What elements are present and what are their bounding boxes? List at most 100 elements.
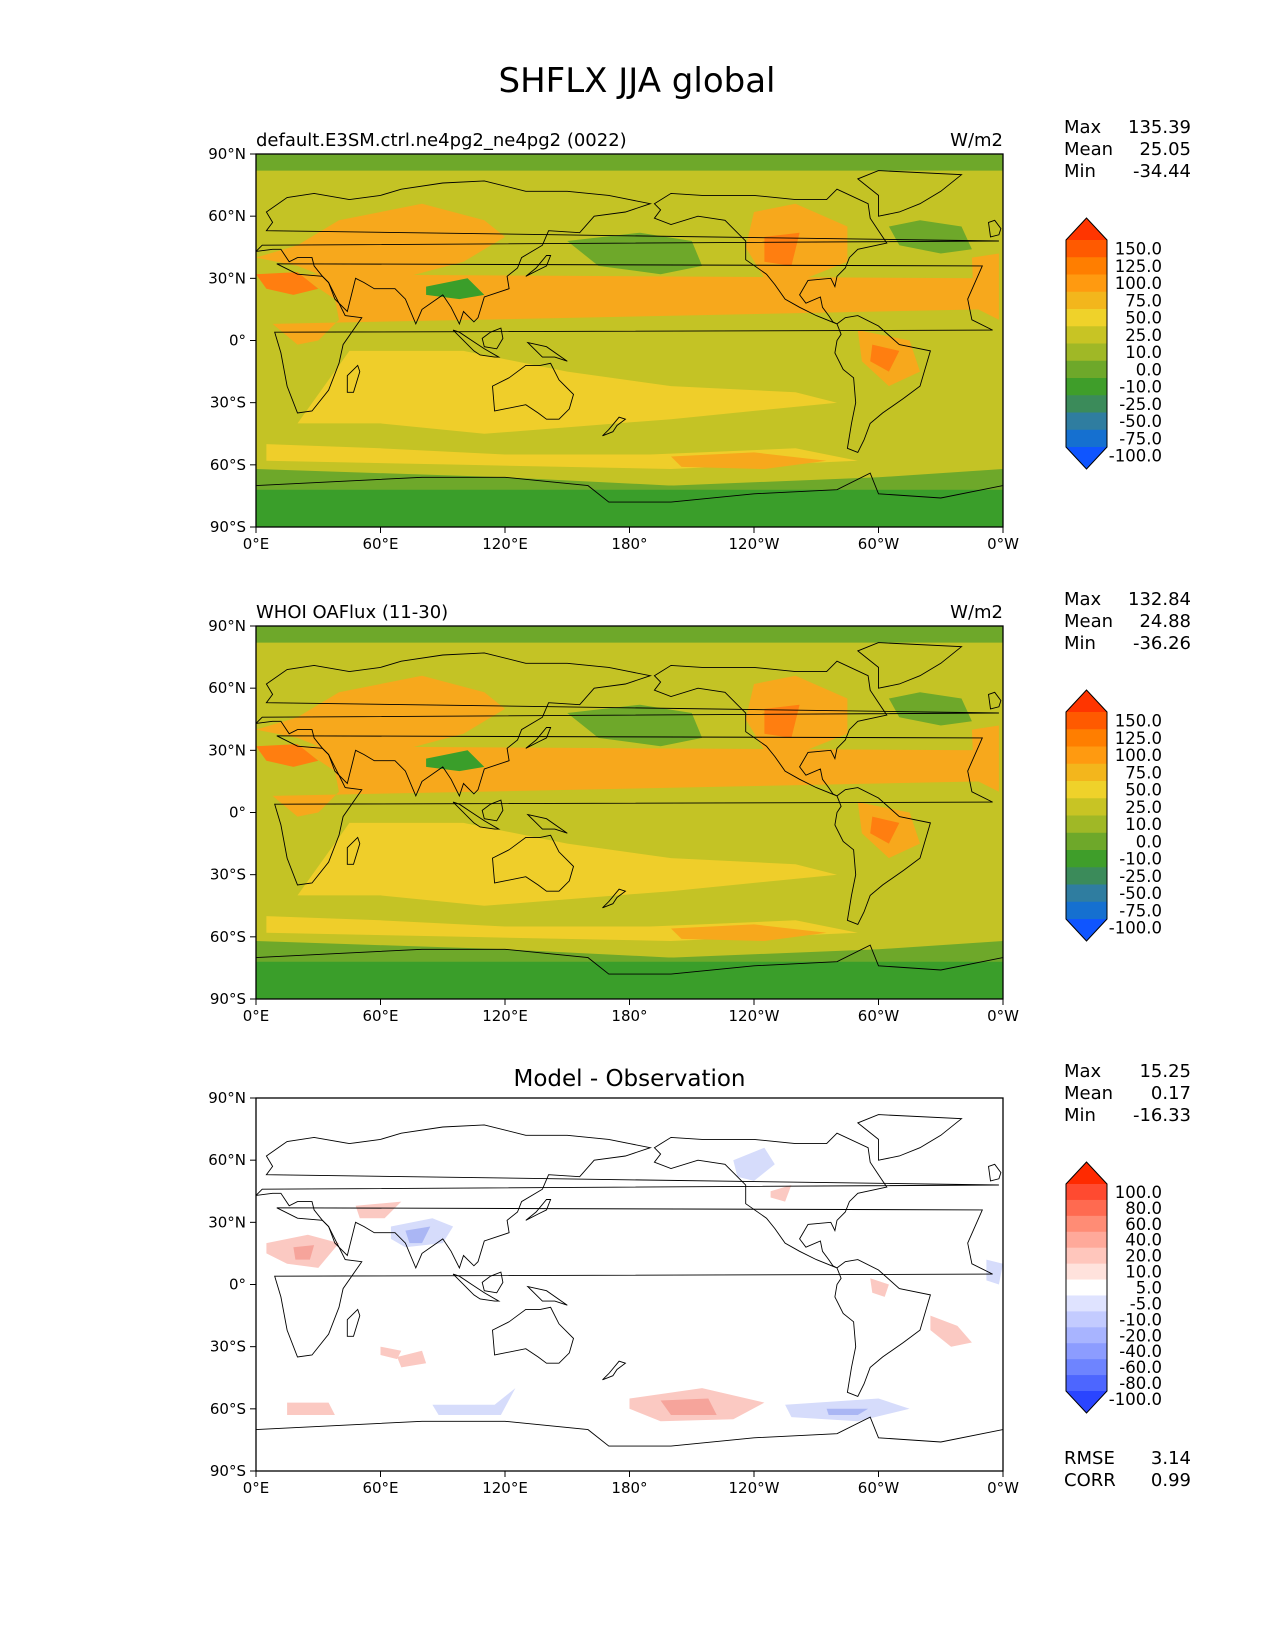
colorbar-box [1066, 257, 1107, 275]
bottom-stat-label: CORR [1064, 1470, 1116, 1491]
y-tick-label: 30°S [210, 866, 246, 884]
contour-indian-ocean-neg [432, 1388, 516, 1415]
x-tick-label: 120°E [482, 1479, 528, 1497]
colorbar-box [1066, 798, 1107, 816]
colorbar-box [1066, 1184, 1107, 1201]
stat-label: Mean [1064, 1083, 1113, 1104]
bottom-stat-label: RMSE [1064, 1448, 1115, 1469]
x-tick-label: 60°E [362, 1007, 398, 1025]
contour-tropics-warm [297, 350, 837, 434]
y-tick-label: 0° [229, 332, 246, 350]
colorbar-label: -40.0 [1119, 1342, 1162, 1361]
contour-arabia-hot [330, 278, 371, 312]
coast-newguinea [526, 813, 568, 834]
colorbar-box [1066, 832, 1107, 851]
stat-value: -16.33 [1133, 1105, 1191, 1126]
contour-eurasia-hot [256, 203, 505, 283]
stat-label: Max [1064, 1061, 1102, 1082]
x-tick-label: 120°E [482, 1007, 528, 1025]
contour-so-band-hot [671, 924, 827, 941]
bottom-stat-value: 0.99 [1151, 1470, 1191, 1491]
stat-label: Mean [1064, 139, 1113, 160]
colorbar-box [1066, 309, 1107, 327]
colorbar-box [1066, 1215, 1107, 1233]
contour-alaska-neg [733, 1147, 775, 1181]
colorbar-box [1066, 901, 1107, 920]
colorbar-label: -100.0 [1109, 919, 1162, 938]
colorbar-label: -5.0 [1130, 1294, 1162, 1313]
panel-units: W/m2 [950, 602, 1003, 623]
x-tick-label: 120°E [482, 535, 528, 553]
panel-3: Model - Observation 0°E 60°E 120°E 180° 120°W… [208, 1061, 1191, 1497]
stat-label: Min [1064, 1105, 1096, 1126]
stat-value: 132.84 [1128, 589, 1191, 610]
coast-borneo [481, 327, 504, 350]
colorbar-label: -80.0 [1119, 1374, 1162, 1393]
stats-block: Max 135.39 Mean 25.05 Min -34.44 [1064, 117, 1191, 182]
y-tick-label: 90°N [208, 1089, 246, 1107]
coast-newguinea [526, 1285, 568, 1306]
colorbar-label: 75.0 [1125, 763, 1162, 782]
stats-block: Max 132.84 Mean 24.88 Min -36.26 [1064, 589, 1191, 654]
stat-value: 25.05 [1139, 139, 1191, 160]
contour-north-africa-pos-strong [293, 1245, 315, 1260]
coast-australia [492, 834, 575, 892]
contour-india-neg-strong [405, 1226, 431, 1244]
coast-uk [988, 1163, 1002, 1182]
contour-south-pacific-pos-strong [660, 1398, 717, 1415]
contour-tibet-cold [426, 278, 485, 300]
colorbar-box [1066, 1263, 1107, 1281]
contour-namerica-pos [770, 1185, 792, 1202]
contour-southern-ring-cool [256, 469, 1003, 490]
colorbar-box [1066, 326, 1107, 344]
colorbar-label: -25.0 [1119, 867, 1162, 886]
coast-borneo [481, 799, 504, 822]
coastlines [256, 642, 1003, 975]
y-tick-label: 0° [229, 1276, 246, 1294]
y-tick-label: 90°S [210, 990, 246, 1008]
panels: default.E3SM.ctrl.ne4pg2_ne4pg2 (0022) W/… [208, 117, 1191, 1497]
contour-sahara-very-hot [256, 272, 319, 295]
colorbar-label: -20.0 [1119, 1326, 1162, 1345]
coast-indonesia [452, 329, 501, 358]
colorbar-label: 25.0 [1125, 326, 1162, 345]
x-tick-label: 120°W [729, 1007, 780, 1025]
colorbar-box [1066, 1311, 1107, 1328]
stat-value: -34.44 [1133, 161, 1191, 182]
contour-west-africa-neg [986, 1259, 1003, 1285]
stat-label: Min [1064, 633, 1096, 654]
contour-north-atlantic-cool [888, 220, 972, 254]
colorbar-label: 150.0 [1115, 712, 1162, 731]
colorbar-label: 0.0 [1136, 832, 1162, 851]
map-area [256, 626, 1003, 999]
coast-samerica [834, 315, 931, 453]
colorbar-box [1066, 1231, 1107, 1249]
x-tick-label: 60°W [858, 1007, 900, 1025]
figure-title: SHFLX JJA global [499, 61, 776, 101]
colorbar-label: 10.0 [1125, 815, 1162, 834]
colorbar-box [1066, 240, 1107, 258]
map-background [256, 1098, 1003, 1471]
colorbar-box [1066, 429, 1107, 448]
x-tick-label: 120°W [729, 1479, 780, 1497]
x-tick-label: 60°E [362, 1479, 398, 1497]
y-tick-label: 30°S [210, 394, 246, 412]
y-tick-label: 60°N [208, 679, 246, 697]
colorbar-label: -10.0 [1119, 378, 1162, 397]
colorbar-extend-min [1066, 1391, 1107, 1413]
coast-uk [988, 219, 1002, 238]
contour-tibet-cold [426, 750, 485, 772]
map-area [256, 154, 1003, 527]
contour-so-band-hot [671, 452, 827, 469]
coast-newguinea [526, 341, 568, 362]
colorbar-box [1066, 1327, 1107, 1344]
colorbar-label: 100.0 [1115, 274, 1162, 293]
colorbar-label: 125.0 [1115, 257, 1162, 276]
colorbar-box [1066, 360, 1107, 379]
x-tick-label: 0°W [987, 1479, 1019, 1497]
y-tick-label: 30°S [210, 1338, 246, 1356]
colorbar-label: 40.0 [1125, 1231, 1162, 1250]
contour-sahara-pos [380, 1346, 402, 1360]
y-tick-label: 30°N [208, 269, 246, 287]
